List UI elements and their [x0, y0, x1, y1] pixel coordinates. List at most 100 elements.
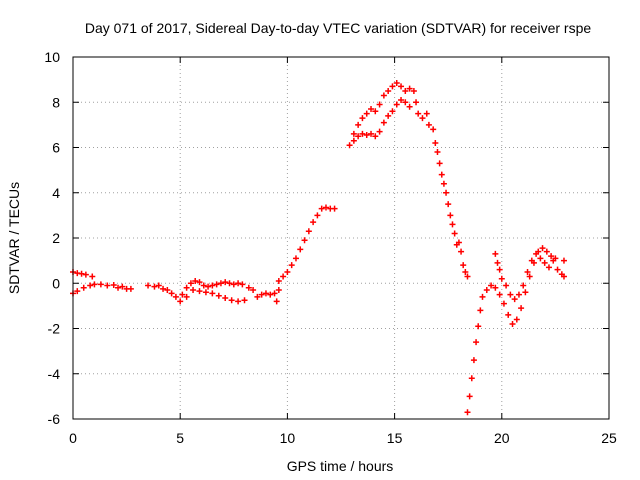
data-point	[160, 285, 167, 292]
data-point	[473, 339, 480, 346]
data-point	[494, 259, 501, 266]
data-point	[310, 219, 317, 226]
y-tick-label: 4	[52, 185, 60, 201]
data-point	[74, 288, 81, 295]
data-point	[466, 393, 473, 400]
data-point	[515, 291, 522, 298]
x-tick-label: 10	[280, 430, 296, 446]
data-point	[205, 283, 212, 290]
data-point	[436, 160, 443, 167]
data-point	[560, 273, 567, 280]
x-tick-label: 20	[494, 430, 510, 446]
data-point	[254, 293, 261, 300]
data-point	[202, 289, 209, 296]
data-point	[297, 246, 304, 253]
data-point	[271, 290, 278, 297]
x-tick-label: 5	[176, 430, 184, 446]
y-tick-label: -4	[48, 366, 61, 382]
grid-lines	[73, 57, 609, 419]
y-tick-label: 0	[52, 275, 60, 291]
data-point	[350, 130, 357, 137]
data-point	[258, 291, 265, 298]
data-point	[520, 282, 527, 289]
data-point	[550, 257, 557, 264]
data-point	[451, 230, 458, 237]
data-point	[541, 259, 548, 266]
data-point	[262, 290, 269, 297]
data-point	[292, 255, 299, 262]
data-point	[406, 85, 413, 92]
data-point	[462, 268, 469, 275]
data-point	[464, 273, 471, 280]
x-tick-label: 25	[601, 430, 617, 446]
data-point	[183, 284, 190, 291]
data-point	[239, 281, 246, 288]
data-point	[449, 221, 456, 228]
data-point	[151, 283, 158, 290]
data-point	[228, 297, 235, 304]
data-point	[445, 201, 452, 208]
data-point	[314, 212, 321, 219]
data-point	[475, 323, 482, 330]
data-point	[479, 293, 486, 300]
y-tick-label: 10	[44, 49, 60, 65]
data-point	[168, 290, 175, 297]
data-point	[425, 121, 432, 128]
data-point	[496, 291, 503, 298]
data-point	[230, 281, 237, 288]
data-point	[507, 291, 514, 298]
data-point	[322, 204, 329, 211]
data-point	[119, 283, 126, 290]
data-point	[410, 87, 417, 94]
data-point	[376, 128, 383, 135]
data-point	[215, 292, 222, 299]
data-point	[509, 320, 516, 327]
data-point	[245, 284, 252, 291]
data-point	[145, 282, 152, 289]
data-point	[385, 112, 392, 119]
data-point	[280, 273, 287, 280]
data-point	[172, 293, 179, 300]
axis-ticks: 0 5 10 15 20 25 -6 -4 -2 0 2 4 6 8 10	[44, 49, 617, 446]
data-point	[438, 171, 445, 178]
data-point	[511, 296, 518, 303]
data-point	[560, 257, 567, 264]
data-point	[548, 253, 555, 260]
data-point	[301, 237, 308, 244]
data-point	[284, 268, 291, 275]
data-point	[368, 130, 375, 137]
data-point	[500, 300, 507, 307]
x-tick-label: 0	[69, 430, 77, 446]
data-point	[430, 126, 437, 133]
data-point	[155, 282, 162, 289]
data-point	[179, 291, 186, 298]
y-tick-label: -6	[48, 411, 61, 427]
data-point	[222, 279, 229, 286]
data-point	[196, 279, 203, 286]
data-point	[190, 287, 197, 294]
data-point	[209, 290, 216, 297]
data-point	[524, 268, 531, 275]
data-point	[539, 245, 546, 252]
data-point	[275, 277, 282, 284]
data-point	[355, 121, 362, 128]
x-tick-label: 15	[387, 430, 403, 446]
data-point	[127, 285, 134, 292]
data-point	[275, 287, 282, 294]
data-point	[498, 275, 505, 282]
data-point	[440, 180, 447, 187]
data-point	[455, 239, 462, 246]
data-point	[164, 287, 171, 294]
data-point	[415, 110, 422, 117]
data-point	[355, 133, 362, 140]
data-point	[372, 108, 379, 115]
data-point	[196, 288, 203, 295]
chart-title: Day 071 of 2017, Sidereal Day-to-day VTE…	[85, 20, 591, 36]
data-point	[470, 357, 477, 364]
data-point	[200, 282, 207, 289]
data-point	[492, 250, 499, 257]
data-point	[80, 284, 87, 291]
data-point	[78, 270, 85, 277]
